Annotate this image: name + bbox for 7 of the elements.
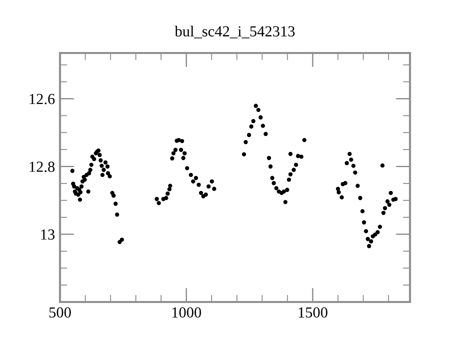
chart-title: bul_sc42_i_542313 (174, 26, 295, 38)
y-tick-label: 12.8 (30, 162, 55, 172)
y-tick-label: 13 (41, 229, 55, 240)
x-tick-label: 1500 (298, 307, 328, 318)
x-tick-label: 500 (49, 307, 71, 318)
x-tick-label: 1000 (172, 307, 202, 318)
y-tick-label: 12.6 (30, 94, 55, 104)
